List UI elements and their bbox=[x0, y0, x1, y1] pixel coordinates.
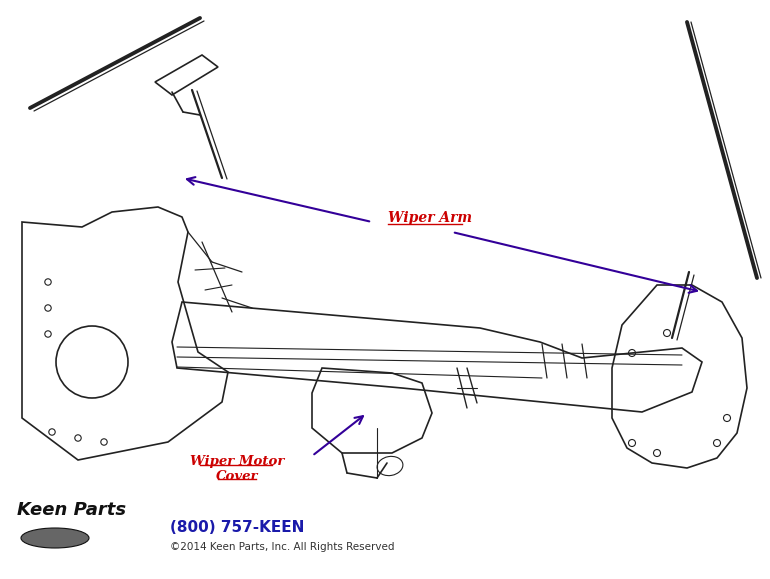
Ellipse shape bbox=[21, 528, 89, 548]
Text: (800) 757-KEEN: (800) 757-KEEN bbox=[170, 521, 304, 536]
Text: Wiper Arm: Wiper Arm bbox=[388, 211, 472, 225]
Text: Keen Parts: Keen Parts bbox=[18, 501, 126, 519]
Text: Cover: Cover bbox=[216, 470, 258, 483]
Text: ©2014 Keen Parts, Inc. All Rights Reserved: ©2014 Keen Parts, Inc. All Rights Reserv… bbox=[170, 542, 394, 552]
Text: Wiper Motor: Wiper Motor bbox=[190, 455, 284, 468]
